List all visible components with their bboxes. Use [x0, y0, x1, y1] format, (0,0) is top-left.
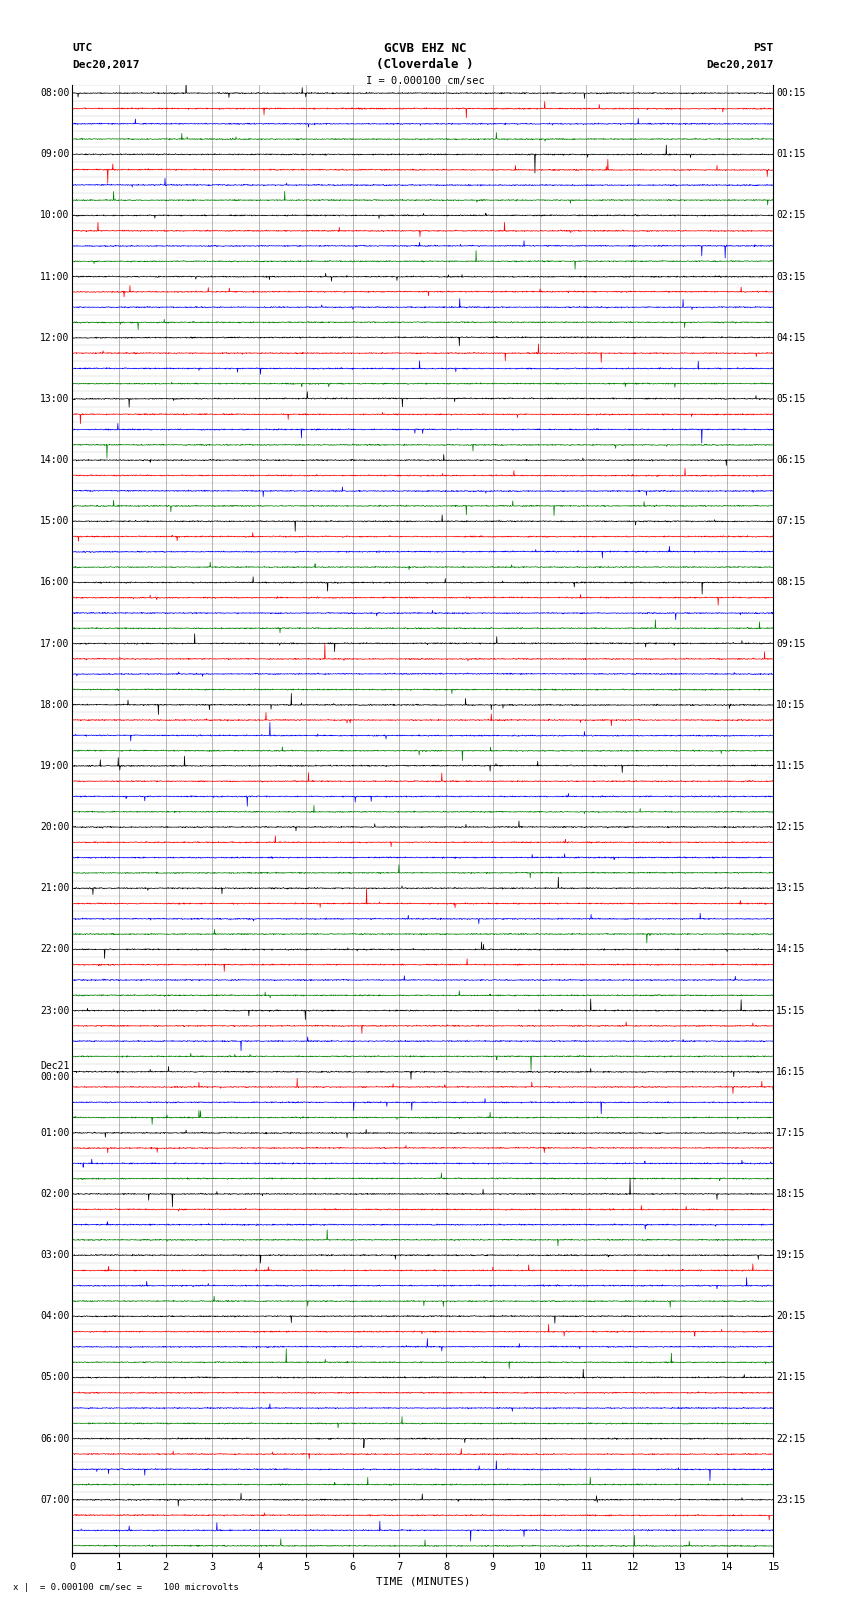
Text: x |  = 0.000100 cm/sec =    100 microvolts: x | = 0.000100 cm/sec = 100 microvolts	[13, 1582, 239, 1592]
Text: I = 0.000100 cm/sec: I = 0.000100 cm/sec	[366, 76, 484, 85]
Text: Dec20,2017: Dec20,2017	[72, 60, 139, 69]
X-axis label: TIME (MINUTES): TIME (MINUTES)	[376, 1576, 470, 1587]
Text: UTC: UTC	[72, 44, 93, 53]
Text: (Cloverdale ): (Cloverdale )	[377, 58, 473, 71]
Text: PST: PST	[753, 44, 774, 53]
Text: Dec20,2017: Dec20,2017	[706, 60, 774, 69]
Text: GCVB EHZ NC: GCVB EHZ NC	[383, 42, 467, 55]
